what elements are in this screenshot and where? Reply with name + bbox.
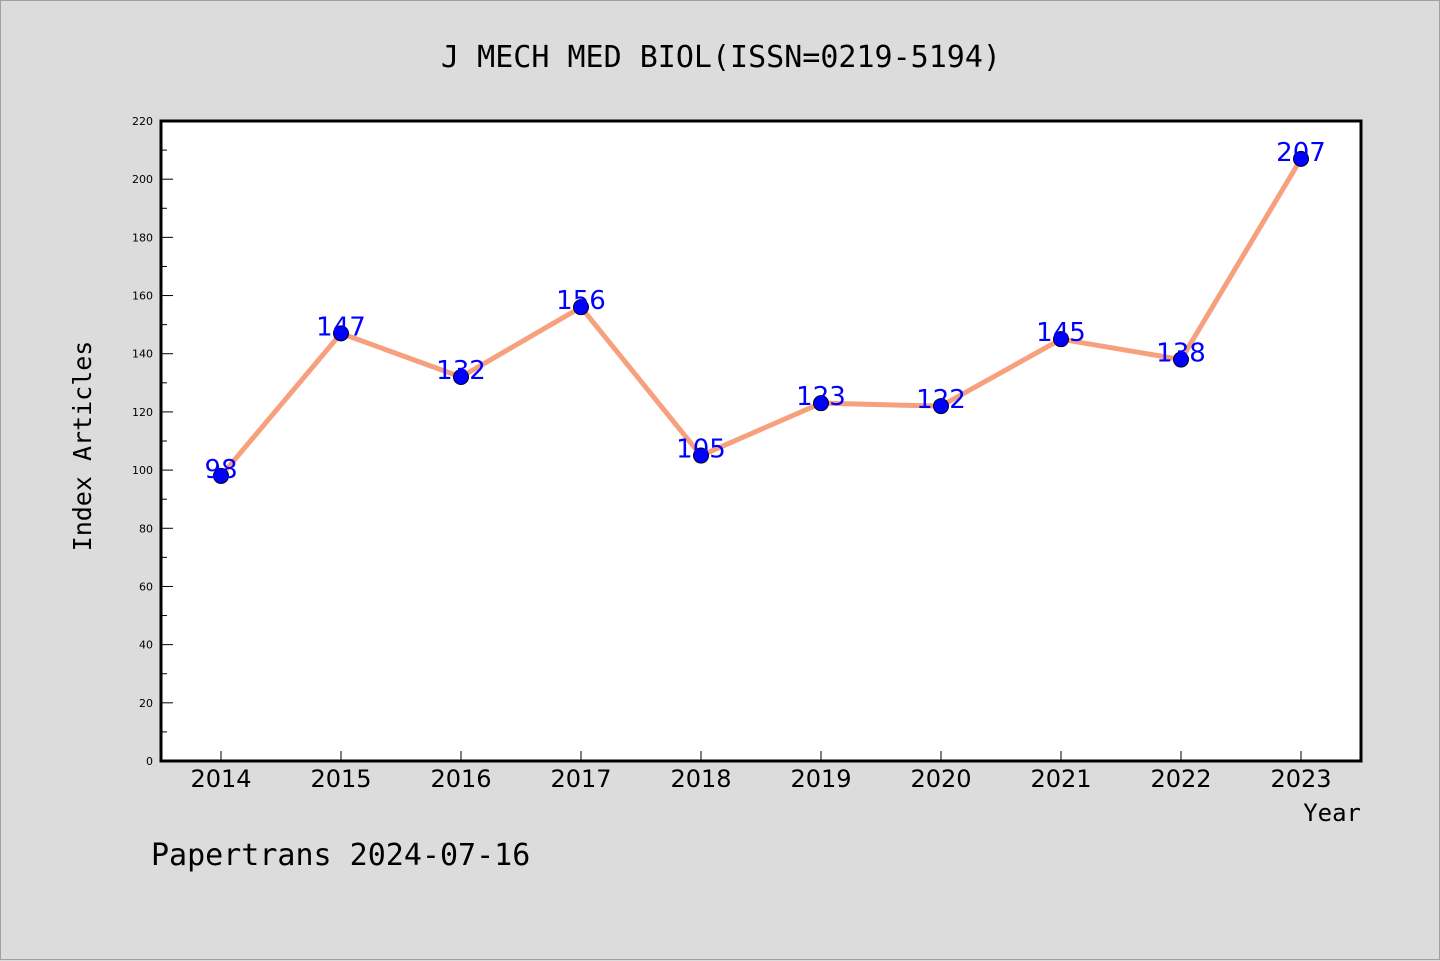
data-label: 122 [916, 385, 966, 415]
data-point [1173, 351, 1189, 368]
x-tick-label: 2016 [430, 765, 491, 793]
x-tick-label: 2022 [1150, 765, 1211, 793]
x-tick-label: 2021 [1030, 765, 1091, 793]
x-tick-label: 2017 [550, 765, 611, 793]
data-label: 138 [1156, 339, 1206, 369]
data-point [1053, 331, 1069, 348]
y-tick-label: 120 [132, 406, 153, 419]
data-point [453, 369, 469, 385]
y-tick-label: 200 [132, 173, 153, 186]
data-label: 147 [316, 312, 366, 342]
y-tick-label: 140 [132, 348, 153, 361]
x-tick-label: 2020 [910, 765, 971, 793]
y-tick-label: 100 [132, 464, 153, 477]
series-line [218, 156, 1304, 479]
series-group [213, 150, 1309, 484]
data-label: 98 [204, 455, 237, 485]
y-axis-ticks: 0 20 40 60 80 100 120 140 160 180 200 220 [132, 115, 173, 768]
data-point [933, 398, 949, 415]
plot-area [159, 119, 1363, 763]
y-tick-label: 160 [132, 290, 153, 303]
data-label: 123 [796, 382, 846, 412]
data-labels-group: 98 147 132 156 105 123 122 145 138 207 [204, 138, 1325, 485]
data-point [813, 395, 829, 412]
x-axis-ticks: 2014 2015 2016 2017 2018 2019 2020 2021 2022 2023 [190, 751, 1332, 793]
y-tick-label: 40 [139, 639, 153, 652]
y-tick-label: 80 [139, 522, 153, 535]
data-point [213, 467, 229, 484]
x-tick-label: 2023 [1270, 765, 1331, 793]
y-axis-label: Index Articles [68, 341, 97, 552]
chart-title: J MECH MED BIOL(ISSN=0219-5194) [441, 40, 1001, 75]
data-label: 105 [676, 435, 726, 465]
y-tick-label: 220 [132, 115, 153, 128]
data-point [693, 447, 709, 464]
y-tick-label: 0 [146, 755, 153, 768]
x-tick-label: 2015 [310, 765, 371, 793]
footer-text: Papertrans 2024-07-16 [151, 838, 530, 873]
data-point [573, 299, 589, 316]
data-label: 132 [436, 356, 486, 386]
data-label: 156 [556, 286, 606, 316]
data-point [1293, 150, 1309, 167]
x-tick-label: 2019 [790, 765, 851, 793]
data-point [333, 325, 349, 342]
data-label: 145 [1036, 318, 1086, 348]
x-tick-label: 2018 [670, 765, 731, 793]
x-tick-label: 2014 [190, 765, 251, 793]
y-tick-label: 60 [139, 580, 153, 593]
y-tick-label: 20 [139, 697, 153, 710]
x-axis-label: Year [1303, 799, 1361, 827]
data-label: 207 [1276, 138, 1326, 168]
y-tick-label: 180 [132, 231, 153, 244]
